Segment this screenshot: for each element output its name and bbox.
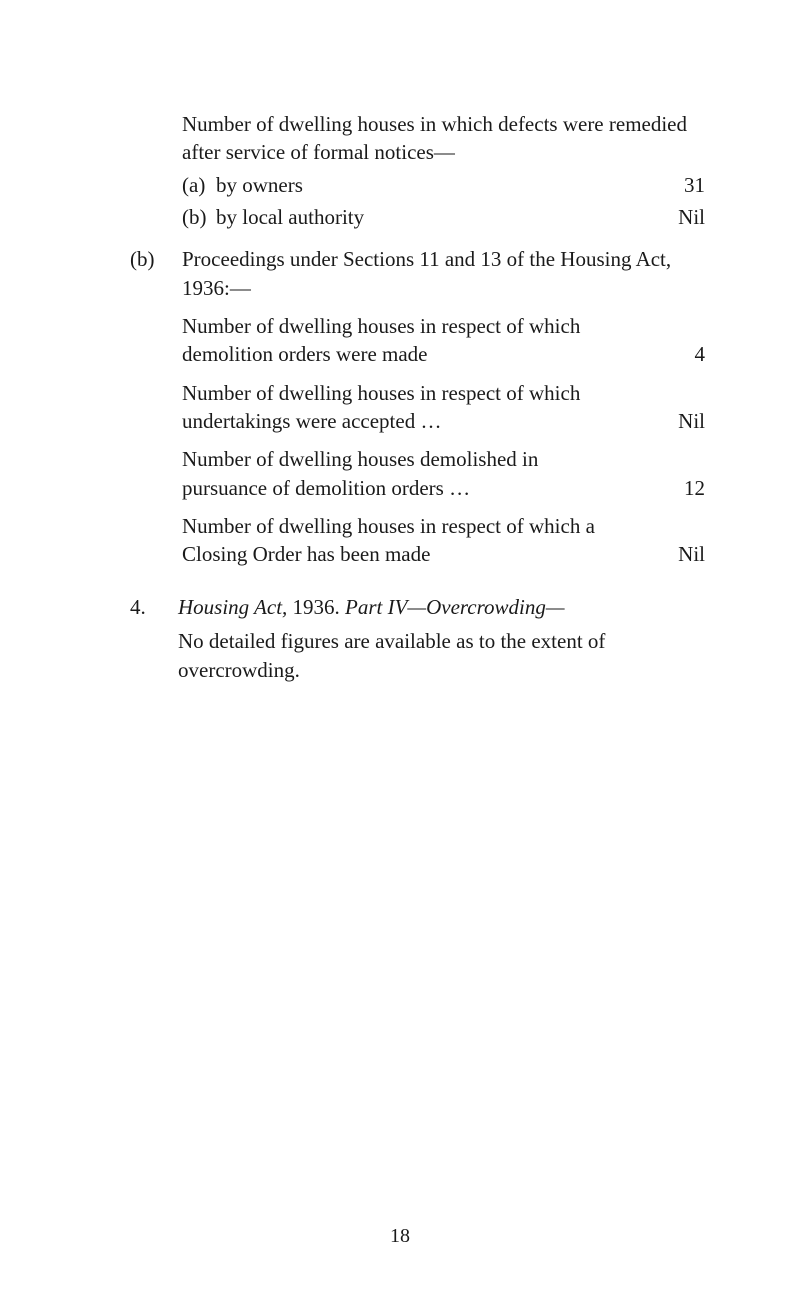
defects-lead: Number of dwelling houses in which defec… <box>182 110 705 167</box>
page: Number of dwelling houses in which defec… <box>0 0 800 1306</box>
leader-dots <box>618 428 651 430</box>
stat-4: Number of dwelling houses in respect of … <box>182 512 705 569</box>
leader-dots <box>618 495 651 497</box>
stat-2-row: Number of dwelling houses in respect of … <box>182 379 705 436</box>
proceedings-lead: Proceedings under Sections 11 and 13 of … <box>182 245 705 302</box>
defects-b-row: (b)by local authority Nil <box>182 203 705 231</box>
stat-4-text: Number of dwelling houses in respect of … <box>182 512 612 569</box>
section-4-text: No detailed figures are available as to … <box>178 627 705 684</box>
stat-3-row: Number of dwelling houses demolished in … <box>182 445 705 502</box>
section-4-title-part2: Part IV—Overcrowding— <box>345 595 565 619</box>
defects-a-row: (a)by owners 31 <box>182 171 705 199</box>
section-4-number: 4. <box>130 593 178 684</box>
stat-1-row: Number of dwelling houses in respect of … <box>182 312 705 369</box>
section-4-title: Housing Act, 1936. Part IV—Overcrowding— <box>178 593 705 621</box>
section-4-title-part1: Housing Act, <box>178 595 287 619</box>
section-4-title-year: 1936. <box>287 595 345 619</box>
stat-1-value: 4 <box>657 340 705 368</box>
defects-b-text: (b)by local authority <box>182 203 364 231</box>
stat-2-text: Number of dwelling houses in respect of … <box>182 379 612 436</box>
leader-dots <box>618 562 651 564</box>
stat-3: Number of dwelling houses demolished in … <box>182 445 705 502</box>
stat-2-value: Nil <box>657 407 705 435</box>
defects-b-desc: by local authority <box>216 205 364 229</box>
proceedings-block: (b) Proceedings under Sections 11 and 13… <box>130 245 705 574</box>
defects-block: Number of dwelling houses in which defec… <box>182 110 705 231</box>
defects-b-value: Nil <box>657 203 705 231</box>
defects-b-label: (b) <box>182 203 216 231</box>
section-4-body: Housing Act, 1936. Part IV—Overcrowding—… <box>178 593 705 684</box>
page-number: 18 <box>0 1223 800 1250</box>
stat-4-row: Number of dwelling houses in respect of … <box>182 512 705 569</box>
defects-a-label: (a) <box>182 171 216 199</box>
leader-dots <box>370 224 651 226</box>
stat-4-value: Nil <box>657 540 705 568</box>
proceedings-marker: (b) <box>130 245 182 574</box>
defects-a-value: 31 <box>657 171 705 199</box>
defects-sublist: (a)by owners 31 (b)by local authority Ni… <box>182 171 705 232</box>
stat-1-text: Number of dwelling houses in respect of … <box>182 312 612 369</box>
stat-1: Number of dwelling houses in respect of … <box>182 312 705 369</box>
defects-a-text: (a)by owners <box>182 171 303 199</box>
stat-3-text: Number of dwelling houses demolished in … <box>182 445 612 502</box>
leader-dots <box>618 362 651 364</box>
leader-dots <box>309 192 651 194</box>
stat-2: Number of dwelling houses in respect of … <box>182 379 705 436</box>
section-4: 4. Housing Act, 1936. Part IV—Overcrowdi… <box>130 593 705 684</box>
defects-a-desc: by owners <box>216 173 303 197</box>
proceedings-body: Proceedings under Sections 11 and 13 of … <box>182 245 705 574</box>
stat-3-value: 12 <box>657 474 705 502</box>
